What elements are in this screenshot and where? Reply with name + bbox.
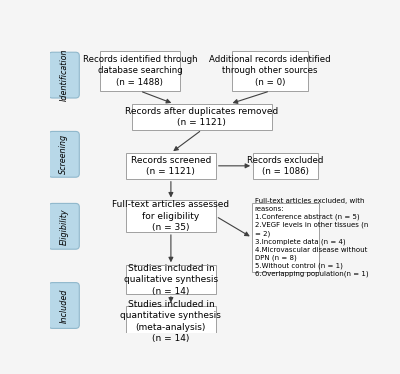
Text: Studies included in
quantitative synthesis
(meta-analysis)
(n = 14): Studies included in quantitative synthes…: [120, 300, 221, 343]
FancyBboxPatch shape: [126, 153, 216, 179]
FancyBboxPatch shape: [232, 50, 308, 91]
FancyBboxPatch shape: [49, 131, 79, 177]
Text: Records screened
(n = 1121): Records screened (n = 1121): [131, 156, 211, 176]
FancyBboxPatch shape: [126, 200, 216, 232]
Text: Identification: Identification: [60, 49, 68, 101]
FancyBboxPatch shape: [49, 283, 79, 328]
Text: Screening: Screening: [60, 134, 68, 174]
Text: Eligibility: Eligibility: [60, 208, 68, 245]
Text: Studies included in
qualitative synthesis
(n = 14): Studies included in qualitative synthesi…: [124, 264, 218, 295]
Text: Full-text articles assessed
for eligibility
(n = 35): Full-text articles assessed for eligibil…: [112, 200, 230, 232]
Text: Included: Included: [60, 288, 68, 323]
FancyBboxPatch shape: [252, 203, 319, 272]
Text: Full-text articles excluded, with
reasons:
1.Conference abstract (n = 5)
2.VEGF : Full-text articles excluded, with reason…: [255, 198, 368, 278]
FancyBboxPatch shape: [126, 265, 216, 294]
FancyBboxPatch shape: [126, 306, 216, 337]
FancyBboxPatch shape: [49, 52, 79, 98]
Text: Records identified through
database searching
(n = 1488): Records identified through database sear…: [82, 55, 197, 87]
Text: Records excluded
(n = 1086): Records excluded (n = 1086): [248, 156, 324, 176]
Text: Additional records identified
through other sources
(n = 0): Additional records identified through ot…: [209, 55, 331, 87]
FancyBboxPatch shape: [49, 203, 79, 249]
Text: Records after duplicates removed
(n = 1121): Records after duplicates removed (n = 11…: [125, 107, 278, 127]
FancyBboxPatch shape: [253, 153, 318, 179]
FancyBboxPatch shape: [132, 104, 272, 130]
FancyBboxPatch shape: [100, 50, 180, 91]
